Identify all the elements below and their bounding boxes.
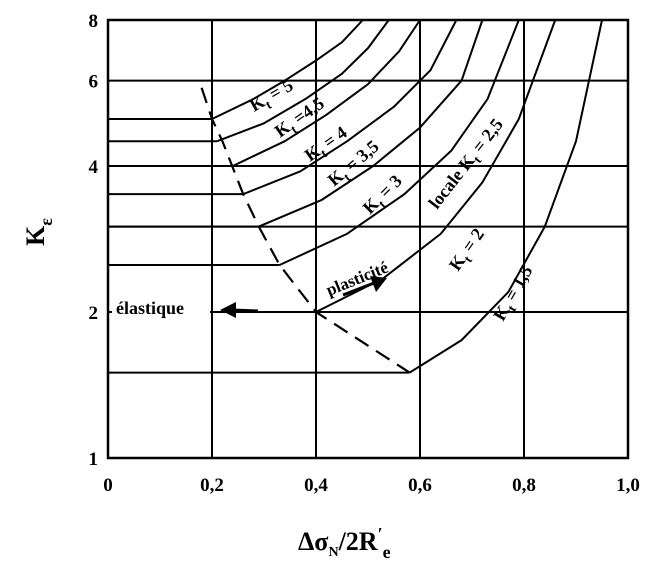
elastic-arrow-head	[220, 302, 236, 318]
series-curve	[242, 19, 458, 196]
x-tick-labels: 0 0,2 0,4 0,6 0,8 1,0	[103, 475, 640, 496]
elastic-plastic-boundary	[200, 87, 411, 374]
series-curve	[211, 19, 364, 120]
y-tick-label: 4	[89, 157, 99, 178]
curve-label-kt-1-5: Kt = 1,5	[489, 262, 540, 326]
plot-frame	[106, 18, 630, 460]
x-tick-label: 0,6	[408, 475, 432, 496]
elastic-arrow-shaft	[231, 308, 259, 313]
series-curve	[258, 19, 484, 228]
elastic-label-box	[112, 296, 210, 320]
y-tick-label: 8	[89, 11, 99, 32]
y-tick-label: 6	[89, 72, 99, 93]
series-curves	[211, 19, 603, 374]
x-tick-label: 0,4	[304, 475, 328, 496]
x-axis-title: ΔσN/2R′e	[298, 524, 391, 562]
plastic-arrow-shaft	[342, 281, 375, 297]
series-curve	[279, 19, 520, 266]
x-tick-label: 0	[103, 475, 113, 496]
y-axis-title: Kε	[21, 218, 56, 246]
y-tick-label: 1	[89, 449, 99, 470]
plastic-arrow-head	[370, 276, 387, 292]
elastic-plateau-lines	[108, 117, 410, 374]
y-tick-labels: 1 2 4 6 8	[89, 11, 99, 470]
series-curve	[232, 19, 421, 167]
series-curve	[409, 19, 603, 374]
x-tick-label: 0,8	[512, 475, 536, 496]
curve-label-kt-2: Kt = 2	[445, 225, 491, 277]
x-tick-label: 1,0	[616, 475, 640, 496]
x-tick-label: 0,2	[200, 475, 224, 496]
series-curve	[216, 19, 390, 143]
elastic-label: élastique	[116, 298, 184, 318]
grid	[108, 20, 628, 458]
y-tick-label: 2	[89, 303, 99, 324]
